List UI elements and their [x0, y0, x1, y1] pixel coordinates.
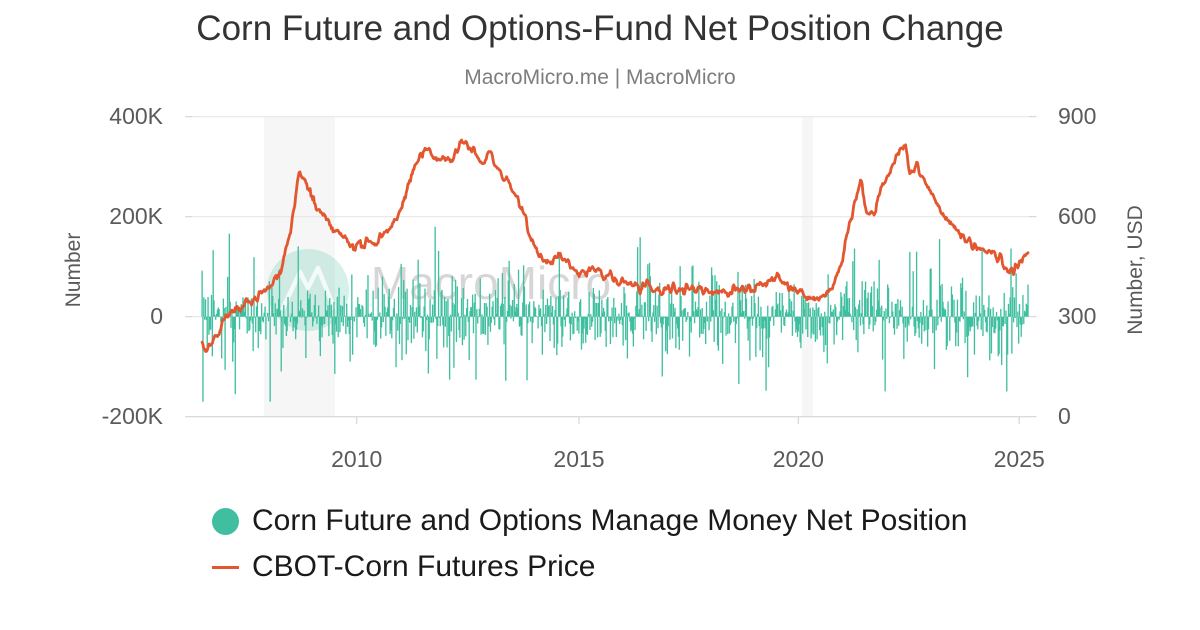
- svg-text:0: 0: [150, 303, 163, 329]
- svg-text:Number, USD: Number, USD: [1124, 205, 1147, 335]
- svg-text:0: 0: [1058, 403, 1071, 429]
- svg-text:200K: 200K: [109, 203, 163, 229]
- svg-text:2010: 2010: [331, 446, 382, 472]
- svg-text:-200K: -200K: [102, 403, 164, 429]
- svg-text:2025: 2025: [994, 446, 1045, 472]
- svg-text:2015: 2015: [553, 446, 604, 472]
- svg-text:900: 900: [1058, 103, 1096, 129]
- svg-text:400K: 400K: [109, 103, 163, 129]
- svg-text:300: 300: [1058, 303, 1096, 329]
- svg-text:2020: 2020: [773, 446, 824, 472]
- svg-text:Number: Number: [62, 233, 85, 308]
- svg-text:600: 600: [1058, 203, 1096, 229]
